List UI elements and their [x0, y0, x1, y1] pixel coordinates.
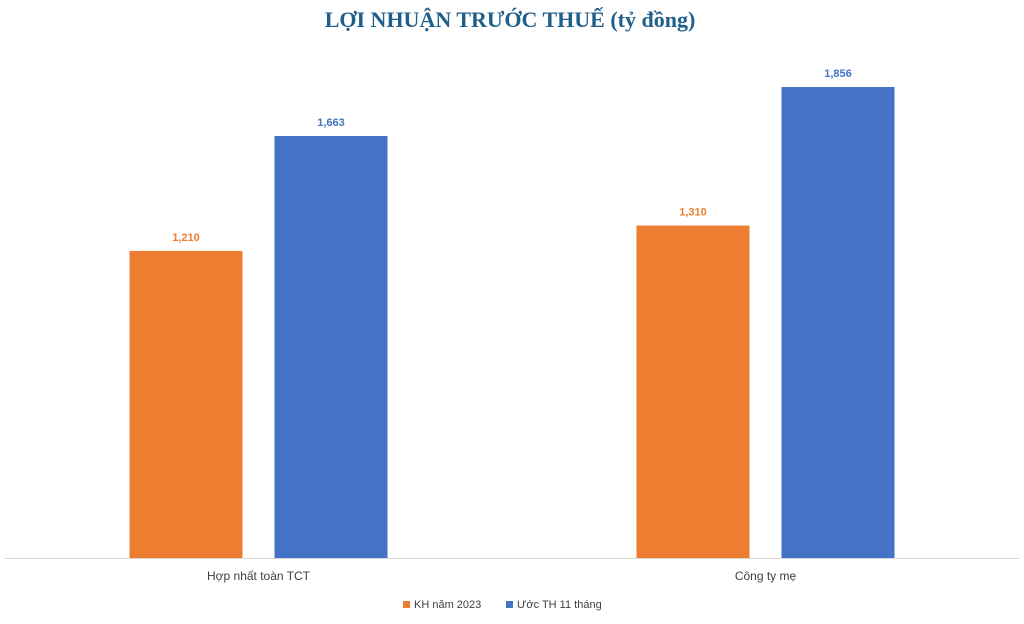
- legend-label: Ước TH 11 tháng: [517, 599, 602, 611]
- legend-swatch: [506, 601, 513, 608]
- legend-label: KH năm 2023: [414, 599, 481, 611]
- bar: [781, 87, 895, 558]
- data-label: 1,210: [172, 232, 200, 244]
- chart-title: LỢI NHUẬN TRƯỚC THUẾ (tỷ đồng): [325, 7, 696, 32]
- data-label: 1,856: [824, 68, 852, 80]
- bar: [636, 225, 750, 558]
- bar: [129, 250, 243, 559]
- legend-swatch: [403, 601, 410, 608]
- bar: [274, 135, 388, 558]
- data-label: 1,663: [317, 117, 345, 129]
- data-label: 1,310: [679, 206, 707, 218]
- x-tick-label: Hợp nhất toàn TCT: [207, 569, 311, 583]
- x-tick-label: Công ty mẹ: [735, 569, 797, 583]
